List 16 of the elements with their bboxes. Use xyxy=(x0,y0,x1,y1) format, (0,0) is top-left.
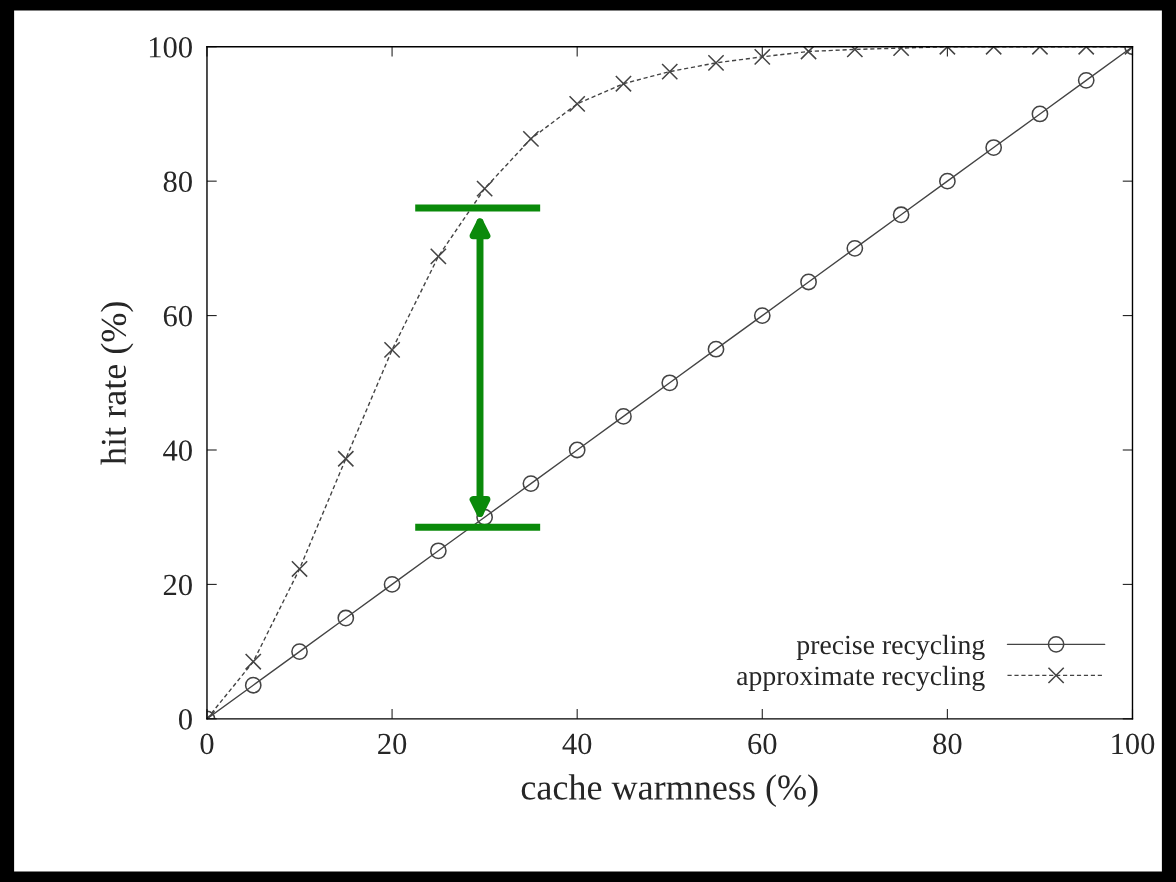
x-tick-label: 0 xyxy=(200,733,214,755)
y-tick-label: 20 xyxy=(163,574,192,596)
x-tick-label: 80 xyxy=(933,733,962,755)
y-tick-label: 40 xyxy=(163,440,192,461)
x-tick-label: 40 xyxy=(562,733,592,755)
y-axis-title: hit rate (%) xyxy=(100,302,134,465)
y-tick-label: 60 xyxy=(163,305,192,327)
x-axis-title: cache warmness (%) xyxy=(521,774,818,808)
y-tick-label: 100 xyxy=(149,37,192,58)
legend-label: approximate recycling xyxy=(737,665,985,692)
x-tick-label: 60 xyxy=(748,733,777,755)
legend-label: precise recycling xyxy=(796,634,985,661)
y-tick-label: 0 xyxy=(178,709,192,730)
x-tick-label: 20 xyxy=(378,733,407,755)
x-tick-label: 100 xyxy=(1112,733,1155,755)
y-tick-label: 80 xyxy=(163,171,192,193)
